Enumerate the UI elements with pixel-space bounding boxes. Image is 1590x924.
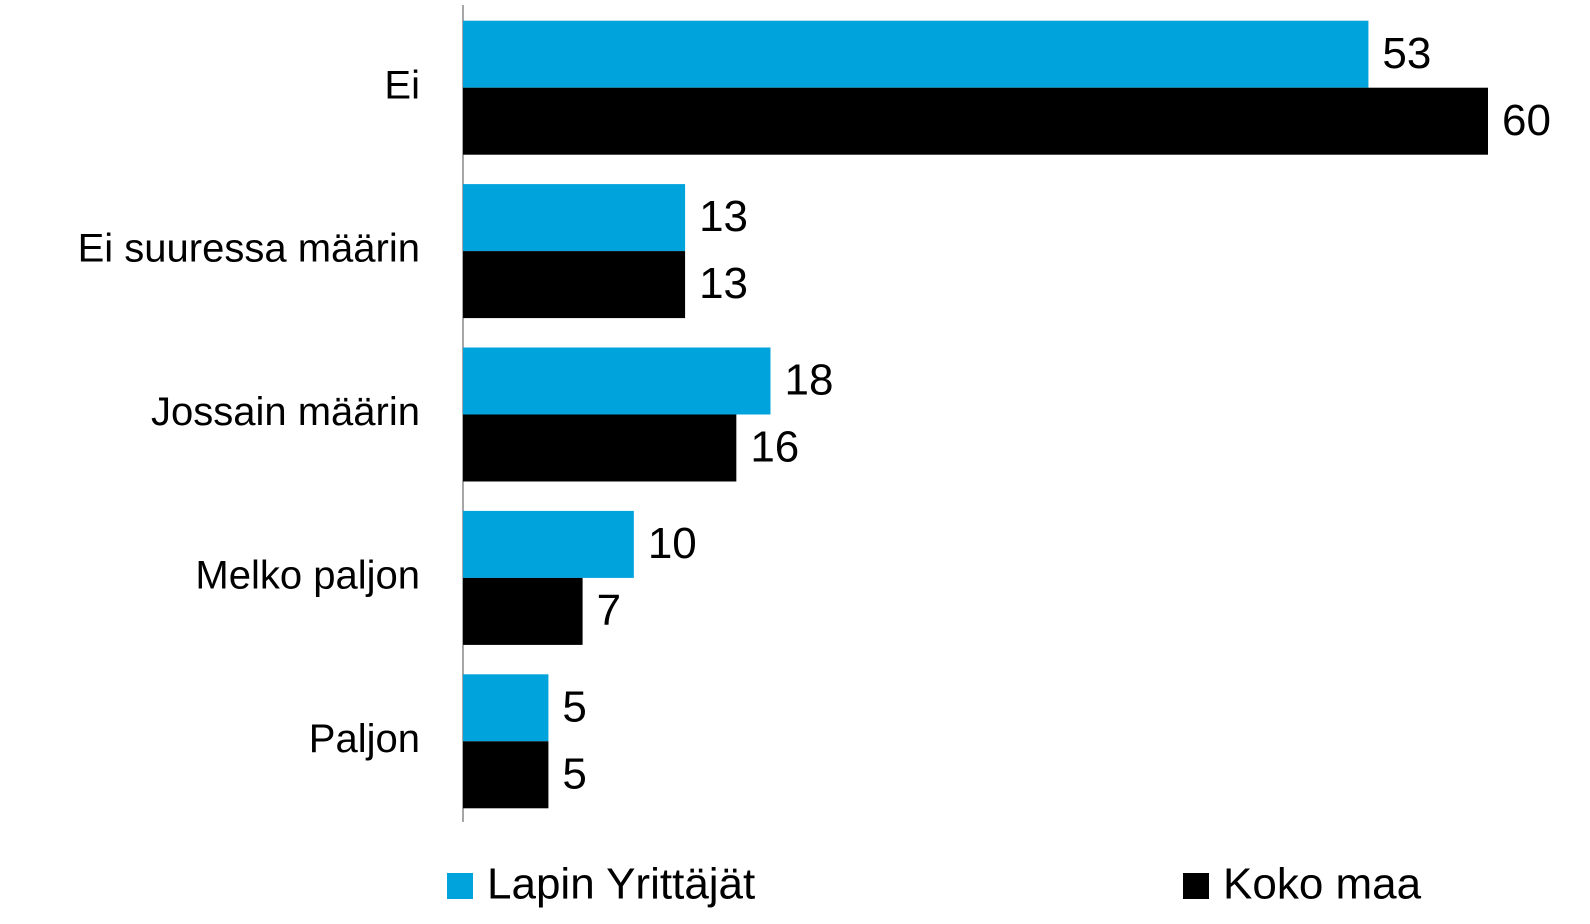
legend-label: Koko maa	[1223, 860, 1422, 909]
bar	[463, 577, 583, 645]
value-label: 7	[597, 586, 621, 635]
value-label: 53	[1382, 29, 1431, 78]
value-label: 5	[562, 682, 586, 731]
bar	[463, 414, 737, 482]
value-label: 10	[648, 519, 697, 568]
category-label: Paljon	[309, 717, 420, 761]
legend-swatch	[447, 873, 473, 899]
bar	[463, 251, 686, 319]
value-label: 18	[785, 356, 834, 405]
value-label: 5	[562, 749, 586, 798]
bar	[463, 184, 686, 252]
bar	[463, 347, 771, 415]
category-label: Jossain määrin	[151, 390, 420, 434]
bar	[463, 674, 549, 742]
value-label: 60	[1502, 96, 1551, 145]
category-label: Ei	[384, 63, 420, 107]
bar	[463, 510, 634, 578]
value-label: 16	[750, 423, 799, 472]
value-label: 13	[699, 259, 748, 308]
bar	[463, 20, 1369, 88]
bar	[463, 741, 549, 809]
legend-swatch	[1183, 873, 1209, 899]
value-label: 13	[699, 192, 748, 241]
category-label: Melko paljon	[195, 553, 420, 597]
bar	[463, 87, 1488, 155]
category-label: Ei suuressa määrin	[78, 227, 420, 271]
legend-label: Lapin Yrittäjät	[487, 860, 755, 909]
